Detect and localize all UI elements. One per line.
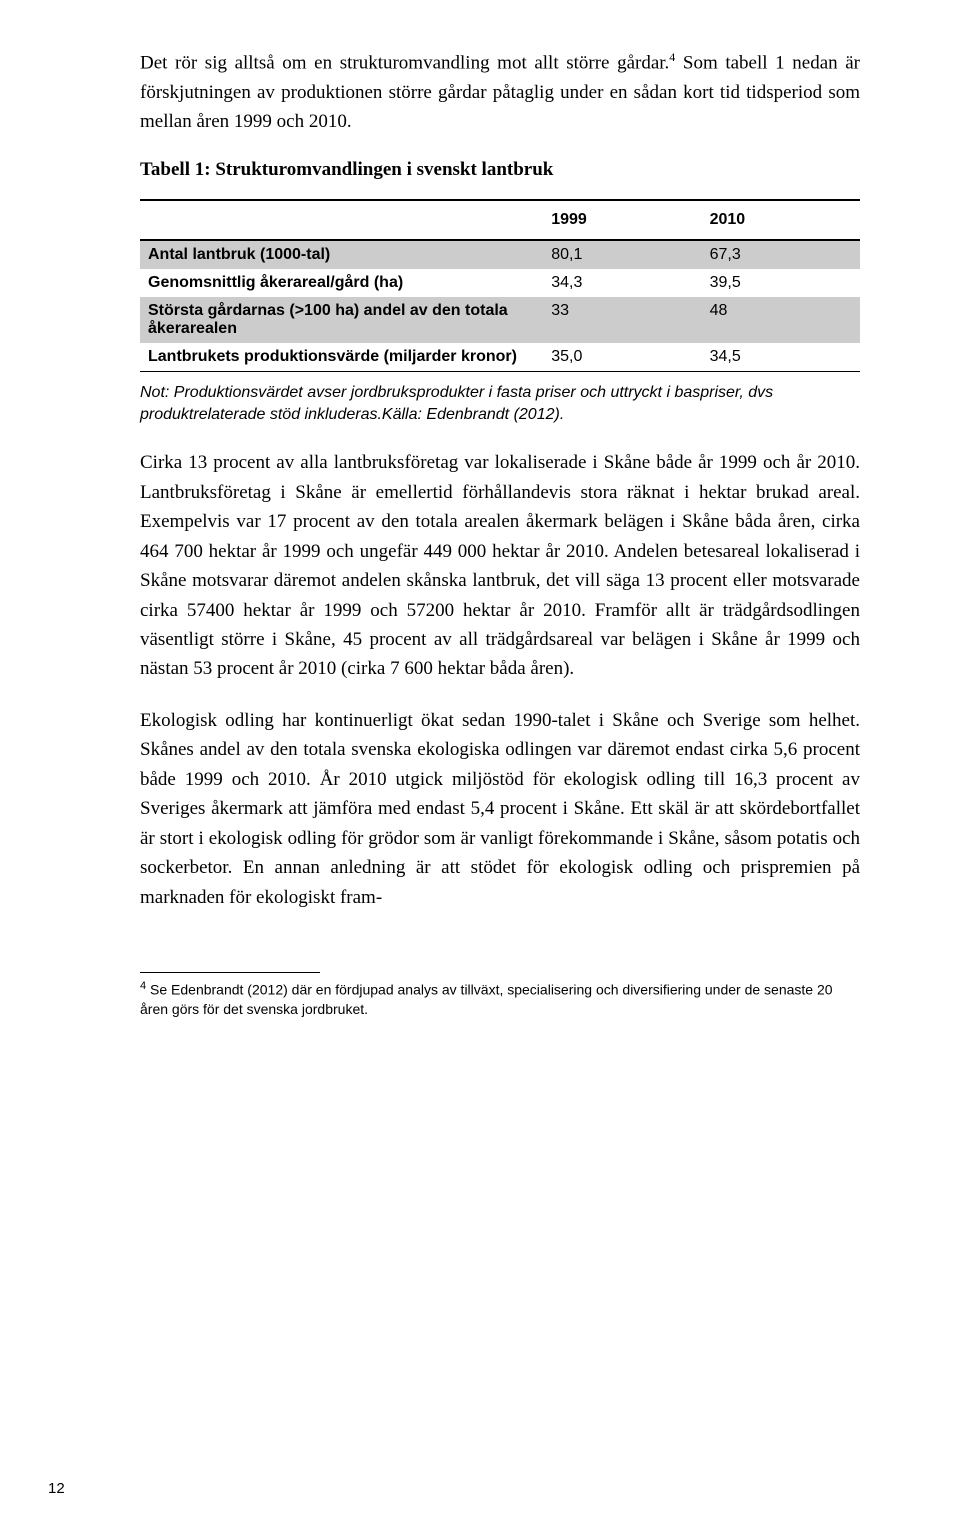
table-cell: 34,5 (702, 343, 860, 372)
table-cell: 34,3 (543, 269, 701, 297)
table-header-1999: 1999 (543, 200, 701, 240)
table-note: Not: Produktionsvärdet avser jordbrukspr… (140, 382, 860, 427)
table-header-2010: 2010 (702, 200, 860, 240)
table-row: Genomsnittlig åkerareal/gård (ha) 34,3 3… (140, 269, 860, 297)
table-row: Lantbrukets produktionsvärde (miljarder … (140, 343, 860, 372)
table: 1999 2010 Antal lantbruk (1000-tal) 80,1… (140, 199, 860, 372)
table-row-label: Lantbrukets produktionsvärde (miljarder … (140, 343, 543, 372)
intro-paragraph: Det rör sig alltså om en strukturomvandl… (140, 48, 860, 137)
footnote-text: Se Edenbrandt (2012) där en fördjupad an… (140, 982, 833, 1017)
table-1: 1999 2010 Antal lantbruk (1000-tal) 80,1… (140, 199, 860, 372)
table-cell: 80,1 (543, 240, 701, 269)
table-cell: 48 (702, 297, 860, 343)
footnote-rule (140, 972, 320, 973)
table-cell: 35,0 (543, 343, 701, 372)
table-caption: Tabell 1: Strukturomvandlingen i svenskt… (140, 159, 860, 181)
body-paragraph-2: Cirka 13 procent av alla lantbruksföreta… (140, 448, 860, 684)
intro-text-a: Det rör sig alltså om en strukturomvandl… (140, 52, 669, 73)
table-row-label: Genomsnittlig åkerareal/gård (ha) (140, 269, 543, 297)
table-row-label: Antal lantbruk (1000-tal) (140, 240, 543, 269)
footnote-4: 4 Se Edenbrandt (2012) där en fördjupad … (140, 979, 860, 1018)
page-number: 12 (48, 1480, 65, 1497)
body-paragraph-3: Ekologisk odling har kontinuerligt ökat … (140, 706, 860, 912)
table-row: Antal lantbruk (1000-tal) 80,1 67,3 (140, 240, 860, 269)
table-row-label: Största gårdarnas (>100 ha) andel av den… (140, 297, 543, 343)
table-row: Största gårdarnas (>100 ha) andel av den… (140, 297, 860, 343)
table-cell: 39,5 (702, 269, 860, 297)
table-cell: 33 (543, 297, 701, 343)
table-header-row: 1999 2010 (140, 200, 860, 240)
table-cell: 67,3 (702, 240, 860, 269)
table-header-blank (140, 200, 543, 240)
